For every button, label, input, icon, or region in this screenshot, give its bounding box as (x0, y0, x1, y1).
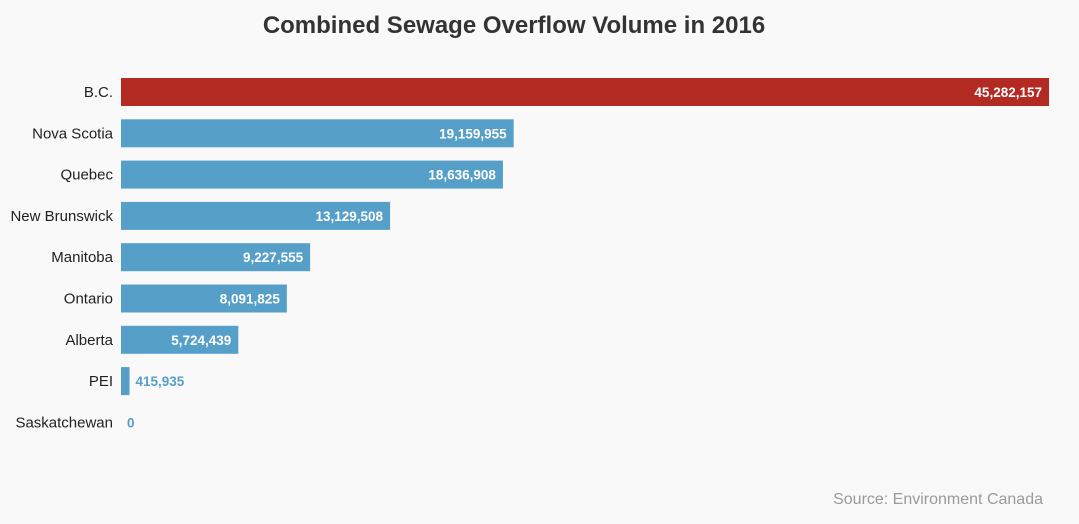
value-label: 19,159,955 (439, 126, 507, 141)
chart-title: Combined Sewage Overflow Volume in 2016 (262, 12, 766, 39)
category-label: Nova Scotia (32, 125, 114, 142)
category-label: Alberta (65, 332, 113, 349)
value-label: 8,091,825 (220, 292, 281, 307)
value-label: 18,636,908 (428, 168, 496, 183)
category-label: PEI (89, 373, 113, 390)
value-label: 45,282,157 (974, 85, 1042, 100)
bar (121, 78, 1049, 106)
bar (121, 119, 514, 148)
bar (121, 367, 130, 396)
value-label: 9,227,555 (243, 250, 304, 265)
value-label: 0 (127, 415, 135, 430)
source-note: Source: Environment Canada (833, 491, 1043, 508)
category-label: Ontario (64, 291, 113, 308)
value-label: 415,935 (136, 374, 185, 389)
value-label: 13,129,508 (315, 209, 383, 224)
value-label: 5,724,439 (171, 333, 231, 348)
category-label: Manitoba (51, 249, 113, 266)
bar (121, 160, 503, 189)
bar (121, 284, 287, 313)
bar (121, 243, 311, 272)
category-label: Quebec (60, 167, 113, 184)
bar (121, 201, 391, 230)
category-label: New Brunswick (10, 208, 113, 225)
category-label: B.C. (84, 84, 113, 101)
category-label: Saskatchewan (15, 414, 113, 431)
bar (121, 325, 239, 354)
